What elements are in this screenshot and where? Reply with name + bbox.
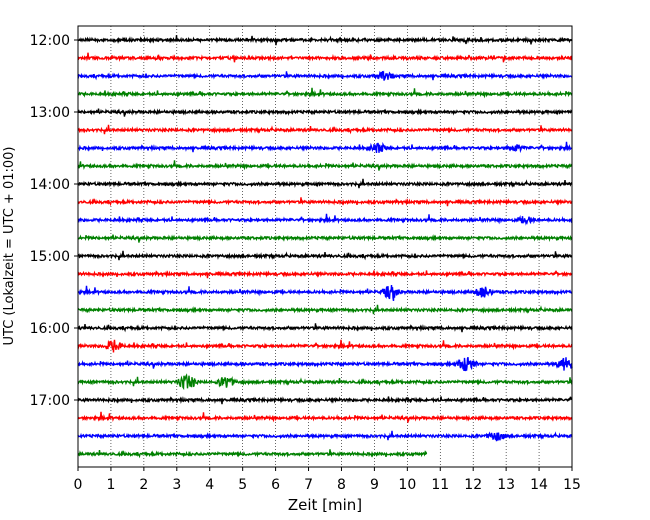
x-tick-label: 7 <box>304 477 313 493</box>
y-tick-label: 13:00 <box>30 105 70 121</box>
x-tick-label: 1 <box>106 477 115 493</box>
x-tick-label: 11 <box>431 477 449 493</box>
trace-line <box>77 411 573 423</box>
trace-line <box>77 87 573 99</box>
x-tick-label: 0 <box>74 477 83 493</box>
trace-line <box>77 160 573 171</box>
trace-line <box>77 197 573 207</box>
y-tick-label: 17:00 <box>30 393 70 409</box>
trace-line <box>77 373 573 391</box>
trace-line <box>77 234 573 243</box>
trace-line <box>77 356 573 372</box>
x-tick-label: 2 <box>139 477 148 493</box>
trace-line <box>77 395 573 405</box>
trace-line <box>77 430 573 442</box>
trace-line <box>77 124 573 135</box>
trace-line <box>77 178 573 189</box>
trace-line <box>77 52 573 63</box>
trace-line <box>77 284 573 302</box>
y-tick-label: 14:00 <box>30 177 70 193</box>
trace-line <box>77 269 573 279</box>
y-axis-label: UTC (Lokalzeit = UTC + 01:00) <box>2 147 17 346</box>
y-axis-ticks: 12:00 13:00 14:00 15:00 16:00 17:00 <box>30 33 78 409</box>
trace-line <box>77 213 573 226</box>
x-axis-ticks: 0 1 2 3 4 5 6 7 8 9 10 11 12 13 14 15 <box>74 467 581 493</box>
y-tick-label: 15:00 <box>30 249 70 265</box>
trace-line <box>77 141 573 154</box>
y-tick-label: 12:00 <box>30 33 70 49</box>
x-tick-label: 13 <box>497 477 515 493</box>
trace-line <box>77 108 573 117</box>
trace-line <box>77 35 573 46</box>
x-tick-label: 15 <box>563 477 581 493</box>
x-tick-label: 5 <box>238 477 247 493</box>
trace-line <box>77 70 573 81</box>
trace-line <box>77 304 573 315</box>
trace-line <box>77 339 573 353</box>
x-tick-label: 4 <box>205 477 214 493</box>
trace-line <box>77 449 428 459</box>
y-tick-label: 16:00 <box>30 321 70 337</box>
x-tick-label: 12 <box>464 477 482 493</box>
x-tick-label: 10 <box>398 477 416 493</box>
x-tick-label: 6 <box>271 477 280 493</box>
x-tick-label: 3 <box>172 477 181 493</box>
trace-line <box>78 250 573 261</box>
trace-line <box>77 323 573 333</box>
x-tick-label: 14 <box>530 477 548 493</box>
plot-frame <box>77 25 573 468</box>
trace-lines <box>77 35 573 459</box>
x-tick-label: 9 <box>370 477 379 493</box>
x-tick-label: 8 <box>337 477 346 493</box>
x-axis-label: Zeit [min] <box>288 496 362 514</box>
